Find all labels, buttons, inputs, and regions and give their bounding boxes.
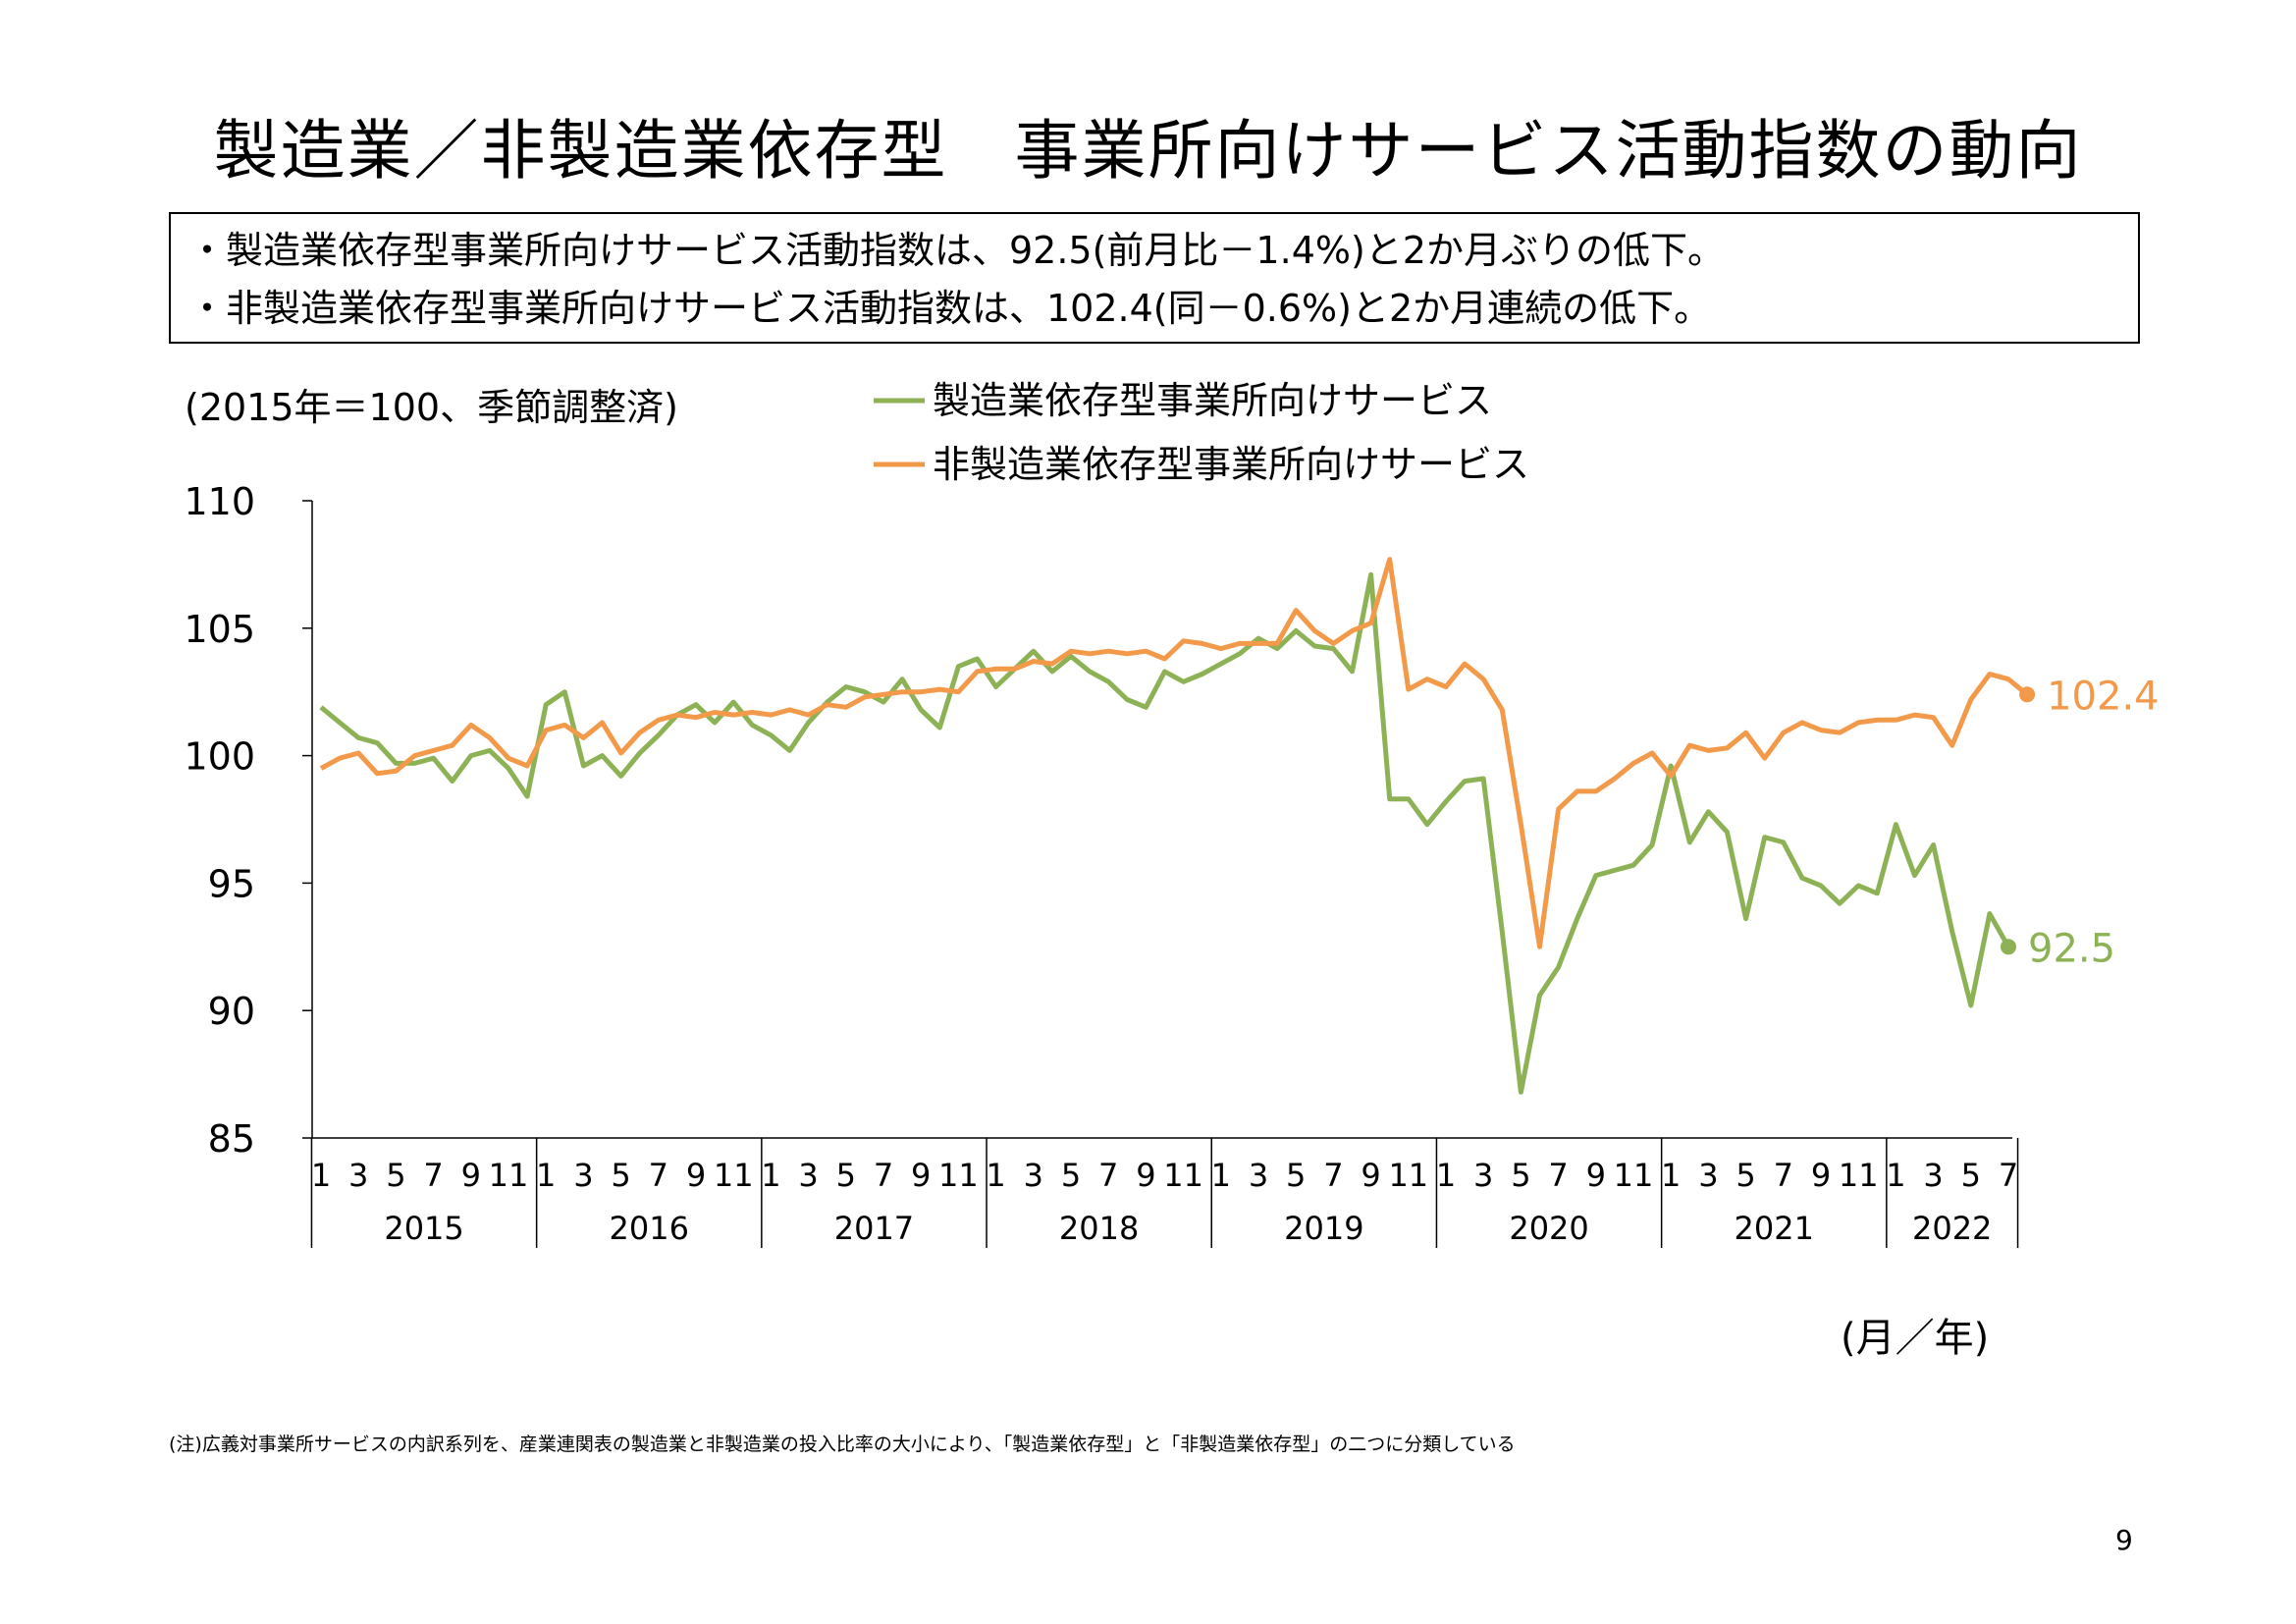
month-tick-label: 3 (573, 1157, 593, 1194)
month-tick-label: 3 (348, 1157, 368, 1194)
x-axis-unit-label: (月／年) (1841, 1316, 1990, 1361)
year-label: 2019 (1284, 1210, 1363, 1247)
month-tick-label: 9 (911, 1157, 931, 1194)
series-line-non-manufacturing (319, 557, 2029, 949)
month-tick-label: 1 (311, 1157, 331, 1194)
month-tick-label: 5 (1735, 1157, 1755, 1194)
month-tick-label: 3 (798, 1157, 818, 1194)
month-tick-label: 5 (1061, 1157, 1081, 1194)
year-label: 2017 (834, 1210, 914, 1247)
month-tick-label: 7 (423, 1157, 443, 1194)
summary-box: ・製造業依存型事業所向けサービス活動指数は、92.5(前月比－1.4%)と2か月… (169, 212, 2140, 344)
end-label-manufacturing: 92.5 (2028, 926, 2115, 971)
y-tick-label: 105 (184, 608, 255, 651)
month-tick-label: 7 (1323, 1157, 1343, 1194)
month-tick-label: 1 (1436, 1157, 1456, 1194)
month-tick-label: 5 (1511, 1157, 1530, 1194)
month-tick-label: 7 (1098, 1157, 1118, 1194)
legend-label-manufacturing: 製造業依存型事業所向けサービス (933, 379, 1492, 422)
month-tick-label: 5 (836, 1157, 856, 1194)
year-label: 2018 (1059, 1210, 1139, 1247)
unit-label: (2015年＝100、季節調整済) (185, 386, 678, 429)
month-tick-label: 1 (536, 1157, 556, 1194)
month-tick-label: 9 (1136, 1157, 1155, 1194)
summary-line-manufacturing: ・製造業依存型事業所向けサービス活動指数は、92.5(前月比－1.4%)と2か月… (188, 229, 1725, 272)
month-tick-label: 11 (1614, 1157, 1654, 1194)
page-number: 9 (2115, 1524, 2133, 1556)
month-tick-label: 5 (1961, 1157, 1981, 1194)
month-tick-label: 9 (1811, 1157, 1831, 1194)
month-tick-label: 11 (1388, 1157, 1428, 1194)
month-tick-label: 3 (1698, 1157, 1718, 1194)
legend-label-non-manufacturing: 非製造業依存型事業所向けサービス (933, 443, 1529, 486)
month-tick-label: 1 (986, 1157, 1005, 1194)
month-tick-label: 1 (761, 1157, 780, 1194)
month-tick-label: 9 (461, 1157, 481, 1194)
month-tick-label: 7 (1548, 1157, 1568, 1194)
y-tick-label: 110 (184, 480, 255, 523)
month-tick-label: 1 (1661, 1157, 1681, 1194)
y-tick-label: 100 (184, 735, 255, 779)
year-label: 2020 (1509, 1210, 1588, 1247)
summary-line-non-manufacturing: ・非製造業依存型事業所向けサービス活動指数は、102.4(同－0.6%)と2か月… (188, 287, 1712, 330)
month-tick-label: 11 (1163, 1157, 1203, 1194)
y-tick-label: 85 (208, 1117, 255, 1161)
year-label: 2021 (1735, 1210, 1814, 1247)
month-tick-label: 3 (1249, 1157, 1268, 1194)
month-tick-label: 5 (611, 1157, 630, 1194)
year-label: 2016 (610, 1210, 689, 1247)
legend: 製造業依存型事業所向けサービス 非製造業依存型事業所向けサービス (874, 379, 1529, 486)
end-marker-manufacturing (2001, 939, 2016, 955)
month-tick-label: 9 (1361, 1157, 1380, 1194)
month-tick-label: 3 (1473, 1157, 1493, 1194)
month-tick-label: 11 (714, 1157, 754, 1194)
month-tick-label: 7 (1999, 1157, 2018, 1194)
month-tick-label: 5 (386, 1157, 405, 1194)
month-tick-label: 11 (1839, 1157, 1879, 1194)
month-tick-label: 11 (938, 1157, 979, 1194)
y-tick-label: 95 (208, 862, 255, 905)
end-marker-non-manufacturing (2019, 686, 2036, 703)
year-label: 2022 (1912, 1210, 1992, 1247)
month-tick-label: 9 (686, 1157, 706, 1194)
month-tick-label: 7 (649, 1157, 668, 1194)
month-tick-label: 1 (1211, 1157, 1231, 1194)
year-label: 2015 (384, 1210, 463, 1247)
month-tick-label: 7 (874, 1157, 893, 1194)
month-tick-label: 9 (1586, 1157, 1606, 1194)
y-tick-label: 90 (208, 990, 255, 1033)
month-tick-label: 3 (1923, 1157, 1943, 1194)
month-tick-label: 7 (1774, 1157, 1793, 1194)
footnote: (注)広義対事業所サービスの内訳系列を、産業連関表の製造業と非製造業の投入比率の… (169, 1434, 1516, 1455)
month-tick-label: 1 (1886, 1157, 1905, 1194)
month-tick-label: 3 (1024, 1157, 1043, 1194)
series-layer: 92.5 102.4 (319, 557, 2160, 1095)
page-title: 製造業／非製造業依存型 事業所向けサービス活動指数の動向 (213, 113, 2083, 189)
end-label-non-manufacturing: 102.4 (2047, 674, 2160, 719)
month-tick-label: 11 (489, 1157, 529, 1194)
month-tick-label: 5 (1286, 1157, 1306, 1194)
series-line-manufacturing (319, 571, 2011, 1095)
